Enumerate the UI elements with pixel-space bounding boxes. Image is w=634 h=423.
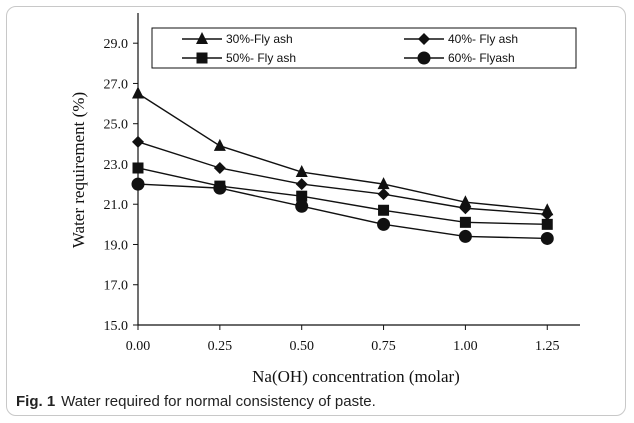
figure-caption-text: Water required for normal consistency of… [61, 393, 376, 410]
x-tick-label: 1.25 [535, 339, 560, 354]
legend-marker-diamond [418, 33, 430, 45]
x-tick-label: 1.00 [453, 339, 478, 354]
y-tick-label: 29.0 [104, 37, 129, 52]
x-tick-label: 0.25 [208, 339, 233, 354]
legend-label: 50%- Fly ash [226, 51, 296, 65]
y-tick-label: 25.0 [104, 118, 129, 133]
data-point-diamond [541, 208, 554, 221]
legend-marker-circle [417, 51, 431, 65]
series-line-circle [137, 183, 548, 240]
data-point-square [378, 204, 390, 216]
data-point-circle [458, 229, 472, 243]
y-tick-label: 23.0 [104, 158, 129, 173]
x-tick-label: 0.50 [289, 339, 314, 354]
legend-box [151, 27, 577, 69]
y-tick-label: 19.0 [104, 238, 129, 253]
data-point-triangle [132, 86, 144, 99]
data-point-triangle [295, 165, 308, 178]
legend-label: 40%- Fly ash [448, 32, 518, 46]
series-line-triangle [137, 92, 548, 211]
legend-marker-triangle [196, 32, 208, 44]
data-point-square [541, 218, 553, 230]
data-point-square [132, 162, 144, 174]
data-point-circle [540, 231, 554, 245]
data-point-diamond [459, 202, 472, 215]
series-line-square [137, 167, 548, 226]
y-tick-label: 15.0 [104, 319, 129, 334]
data-point-circle [131, 177, 145, 191]
data-point-diamond [295, 178, 308, 191]
legend: 30%-Fly ash 40%- Fly ash 50%- Fly ash 60%- … [151, 27, 577, 69]
data-point-square [459, 216, 471, 228]
series-lines [137, 92, 548, 240]
x-axis-title: Na(OH) concentration (molar) [252, 367, 460, 386]
figure-frame [6, 6, 626, 416]
series-line-diamond [137, 141, 548, 215]
data-point-triangle [213, 138, 226, 151]
figure-caption: Fig. 1 Water required for normal consiste… [16, 393, 376, 410]
legend-marker-square [196, 52, 208, 64]
data-point-diamond [377, 188, 390, 201]
legend-label: 60%- Flyash [448, 51, 515, 65]
data-point-square [296, 190, 308, 202]
data-point-circle [377, 217, 391, 231]
data-point-circle [295, 199, 309, 213]
x-tick-label: 0.00 [126, 339, 151, 354]
y-tick-label: 17.0 [104, 279, 129, 294]
x-tick-label: 0.75 [371, 339, 396, 354]
y-tick-label: 21.0 [104, 198, 129, 213]
data-point-triangle [377, 177, 390, 190]
data-point-circle [213, 181, 227, 195]
series-markers [131, 86, 554, 245]
legend-label: 30%-Fly ash [226, 32, 293, 46]
y-tick-label: 27.0 [104, 77, 129, 92]
figure-caption-label: Fig. 1 [16, 393, 56, 410]
data-point-triangle [459, 195, 472, 208]
chart-axes: 15.0 17.0 19.0 21.0 23.0 25.0 27.0 29.0 0.00 0.25… [104, 13, 580, 354]
data-point-diamond [213, 161, 226, 174]
data-point-diamond [132, 135, 144, 148]
y-axis-title: Water requirement (%) [69, 92, 88, 248]
